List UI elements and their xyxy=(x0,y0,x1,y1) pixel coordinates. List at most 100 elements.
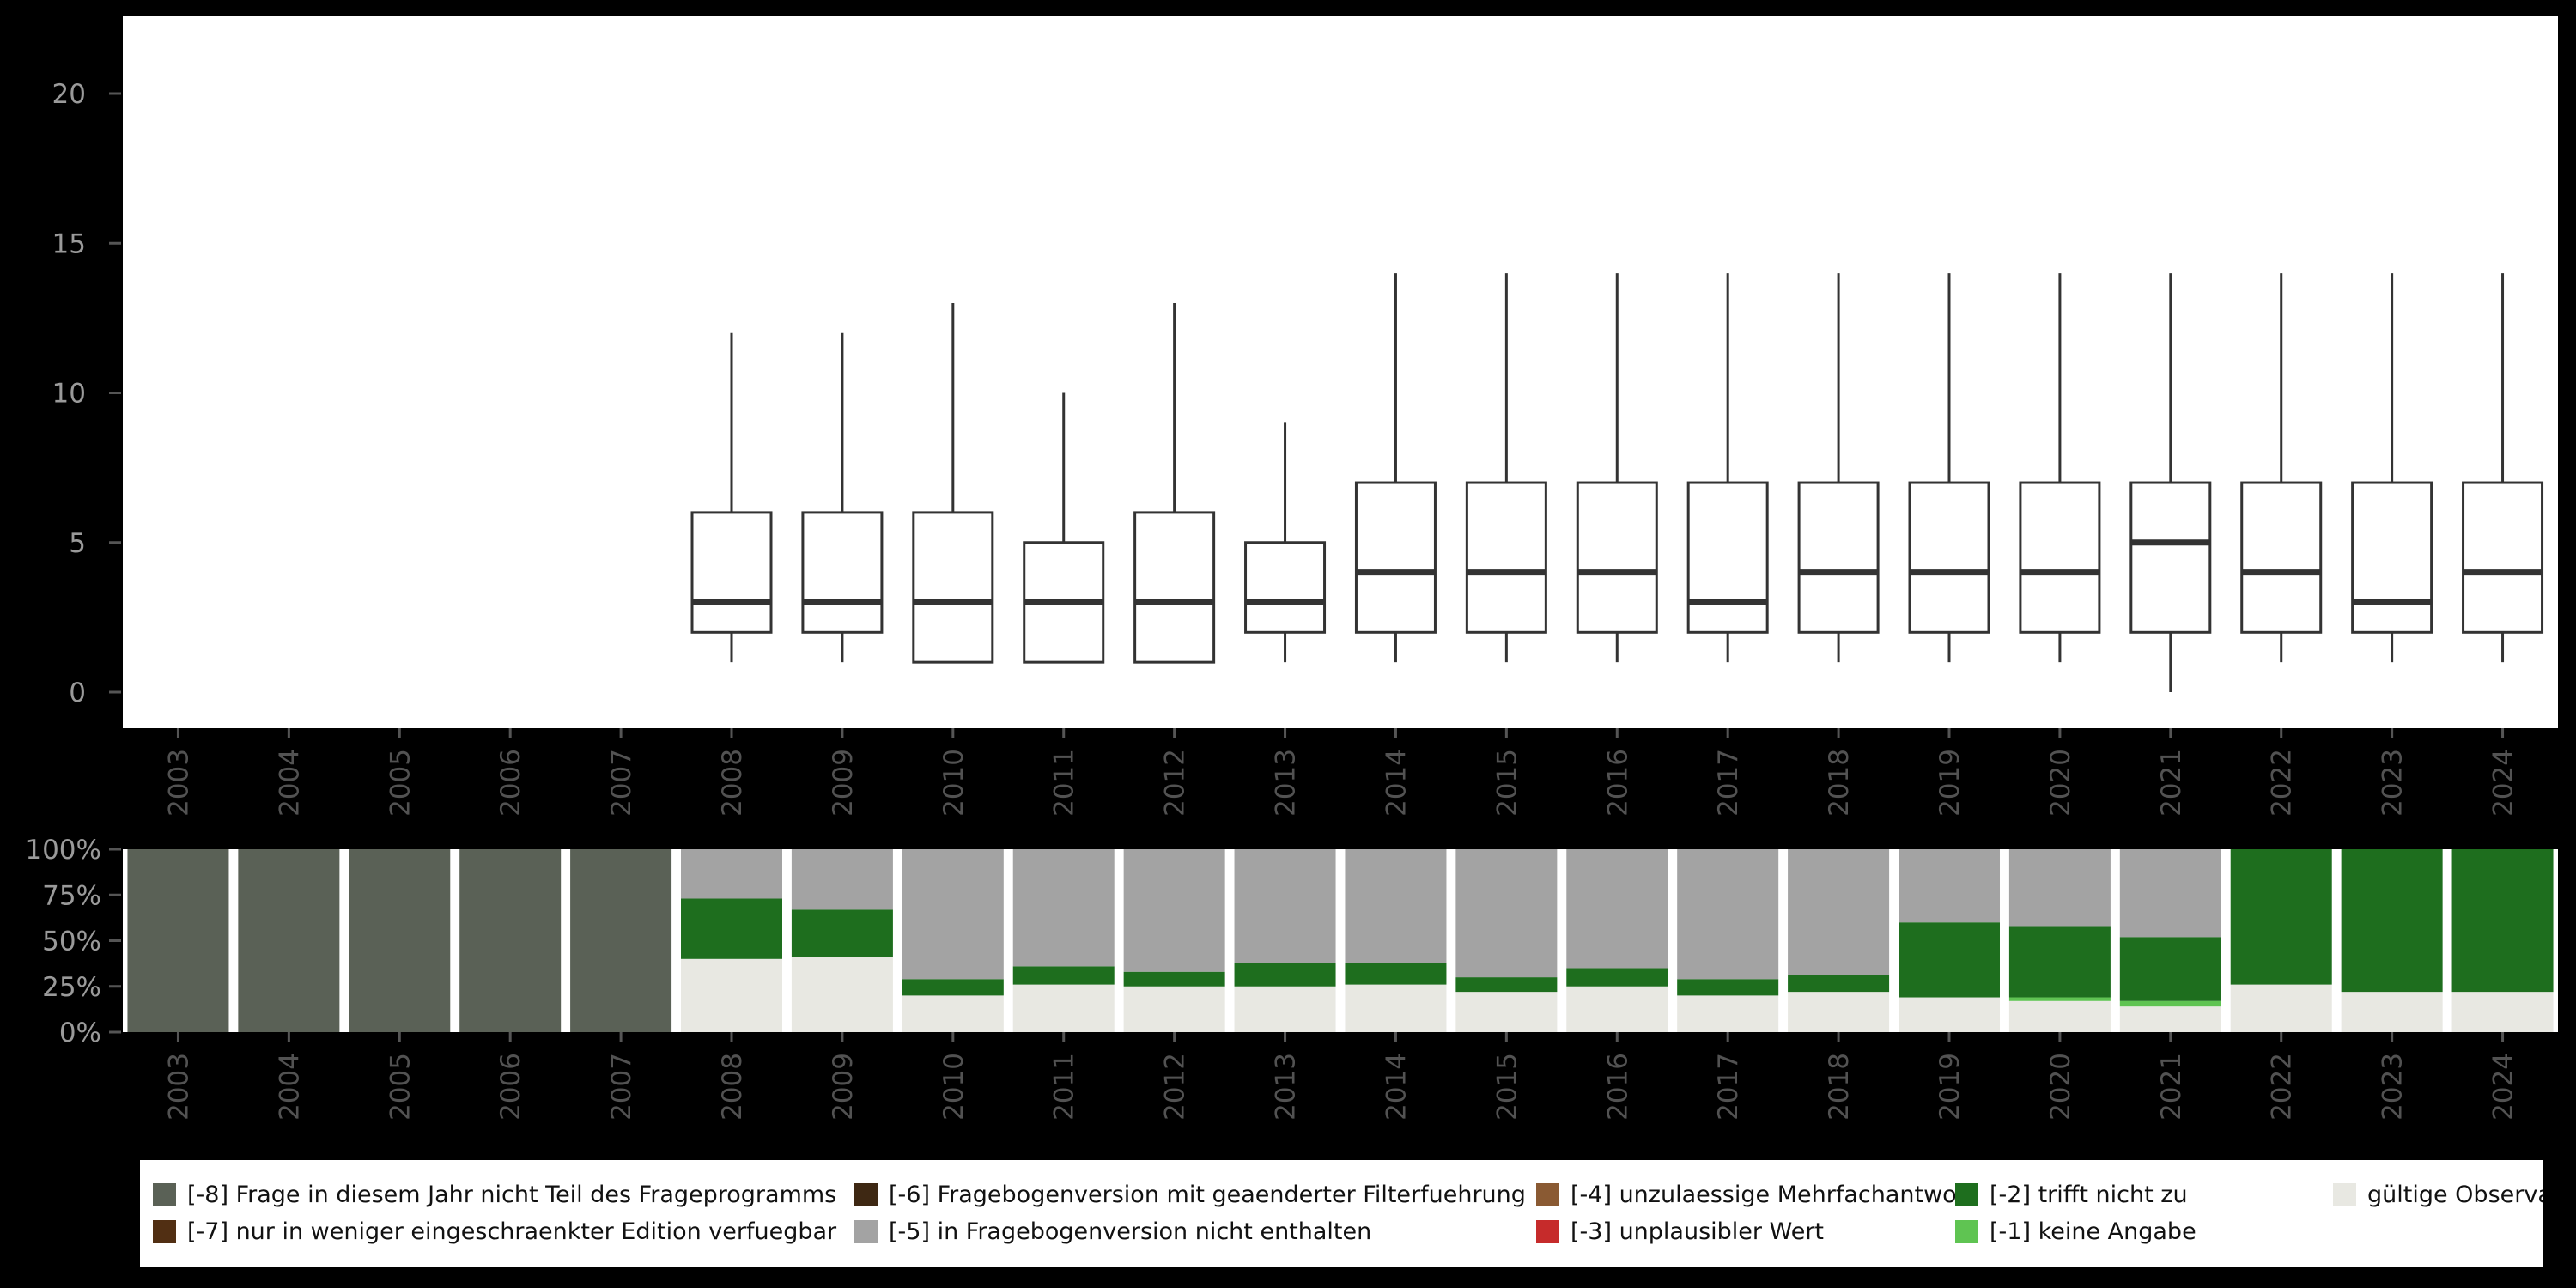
legend-swatch xyxy=(854,1220,878,1243)
svg-text:75%: 75% xyxy=(42,880,101,911)
bar-segment xyxy=(681,849,782,899)
legend-swatch xyxy=(1955,1220,1978,1243)
bar-2020 xyxy=(2008,849,2111,1032)
year-label: 2007 xyxy=(606,749,637,817)
svg-text:15: 15 xyxy=(52,228,86,259)
boxplot-2017 xyxy=(1686,273,1769,663)
bar-2018 xyxy=(1788,849,1890,1032)
year-label: 2008 xyxy=(717,1053,748,1121)
svg-text:50%: 50% xyxy=(42,927,101,957)
bar-2023 xyxy=(2341,849,2443,1032)
bar-segment xyxy=(791,957,893,1032)
boxplot-2023 xyxy=(2351,273,2433,663)
bar-2016 xyxy=(1566,849,1668,1032)
boxplot-2009 xyxy=(801,332,884,663)
boxplot-2011 xyxy=(1023,392,1105,664)
year-label: 2015 xyxy=(1492,1053,1522,1121)
legend-label: [-8] Frage in diesem Jahr nicht Teil des… xyxy=(187,1182,837,1208)
year-label: 2019 xyxy=(1935,749,1965,817)
bar-segment xyxy=(127,849,229,1032)
bar-segment xyxy=(459,849,562,1032)
legend-item: [-6] Fragebogenversion mit geaenderter F… xyxy=(854,1182,1536,1208)
bar-2015 xyxy=(1455,849,1558,1032)
stacked-bar-panel xyxy=(123,849,2558,1032)
legend: [-8] Frage in diesem Jahr nicht Teil des… xyxy=(140,1160,2543,1267)
legend-label: [-7] nur in weniger eingeschraenkter Edi… xyxy=(187,1218,837,1245)
bar-segment xyxy=(1123,971,1225,987)
bar-2003 xyxy=(127,849,229,1032)
svg-text:0: 0 xyxy=(69,677,86,708)
year-label: 2018 xyxy=(1824,1053,1855,1121)
bar-2011 xyxy=(1012,849,1115,1032)
year-label: 2005 xyxy=(385,749,416,817)
bar-segment xyxy=(1234,963,1336,987)
legend-item: [-4] unzulaessige Mehrfachantwort xyxy=(1536,1182,1955,1208)
boxplot-2021 xyxy=(2129,273,2212,692)
legend-label: [-5] in Fragebogenversion nicht enthalte… xyxy=(889,1218,1372,1245)
bar-segment xyxy=(2119,1000,2221,1007)
boxplot-2013 xyxy=(1244,422,1327,663)
bar-segment xyxy=(238,849,340,1032)
legend-label: [-6] Fragebogenversion mit geaenderter F… xyxy=(889,1182,1526,1208)
svg-text:10: 10 xyxy=(52,379,86,410)
year-label: 2024 xyxy=(2488,749,2519,817)
bar-segment xyxy=(1234,986,1336,1032)
legend-label: [-1] keine Angabe xyxy=(1990,1218,2196,1245)
year-label: 2016 xyxy=(1602,1053,1633,1121)
year-label: 2021 xyxy=(2156,1053,2187,1121)
legend-swatch xyxy=(153,1183,176,1206)
bar-segment xyxy=(1012,984,1115,1032)
bar-segment xyxy=(1788,849,1890,975)
legend-item: [-5] in Fragebogenversion nicht enthalte… xyxy=(854,1218,1536,1245)
bar-2024 xyxy=(2451,849,2554,1032)
year-label: 2006 xyxy=(495,1053,526,1121)
bar-segment xyxy=(902,849,1004,980)
bar-segment xyxy=(1455,849,1558,978)
bar-segment xyxy=(1899,922,2000,998)
bar-segment xyxy=(1345,849,1447,963)
year-label: 2024 xyxy=(2488,1053,2519,1121)
year-label: 2020 xyxy=(2045,1053,2076,1121)
year-label: 2006 xyxy=(495,749,526,817)
bar-2006 xyxy=(459,849,562,1032)
bar-segment xyxy=(2008,926,2111,998)
year-label: 2004 xyxy=(274,1053,305,1121)
year-label: 2020 xyxy=(2045,749,2076,817)
bar-segment xyxy=(1566,849,1668,969)
boxplot-2015 xyxy=(1465,273,1547,663)
bar-segment xyxy=(1012,966,1115,985)
bar-segment xyxy=(2451,992,2554,1032)
bar-segment xyxy=(902,995,1004,1032)
bar-segment xyxy=(1566,986,1668,1032)
svg-text:5: 5 xyxy=(69,528,86,559)
year-label: 2009 xyxy=(828,749,859,817)
bar-segment xyxy=(349,849,451,1032)
bar-segment xyxy=(1566,968,1668,987)
boxplot-2008 xyxy=(690,332,773,663)
legend-label: [-4] unzulaessige Mehrfachantwort xyxy=(1571,1182,1955,1208)
bar-segment xyxy=(2008,997,2111,1001)
year-label: 2011 xyxy=(1049,749,1080,817)
bar-segment xyxy=(1123,849,1225,972)
bar-2004 xyxy=(238,849,340,1032)
bar-segment xyxy=(1012,849,1115,967)
legend-swatch xyxy=(1955,1183,1978,1206)
bar-2010 xyxy=(902,849,1004,1032)
year-label: 2013 xyxy=(1271,1053,1302,1121)
year-label: 2012 xyxy=(1160,1053,1191,1121)
year-label: 2017 xyxy=(1713,1053,1744,1121)
bar-segment xyxy=(2230,849,2332,985)
legend-label: [-3] unplausibler Wert xyxy=(1571,1218,1825,1245)
legend-item: gültige Observationen xyxy=(2333,1182,2543,1208)
bar-2019 xyxy=(1899,849,2000,1032)
bar-2012 xyxy=(1123,849,1225,1032)
svg-text:100%: 100% xyxy=(25,835,101,866)
bar-segment xyxy=(570,849,672,1032)
bar-segment xyxy=(1345,963,1447,985)
bar-segment xyxy=(1899,997,2000,1032)
legend-swatch xyxy=(2333,1183,2356,1206)
year-label: 2003 xyxy=(163,1053,194,1121)
boxplot-2012 xyxy=(1133,302,1216,664)
year-label: 2007 xyxy=(606,1053,637,1121)
bar-2021 xyxy=(2119,849,2221,1032)
